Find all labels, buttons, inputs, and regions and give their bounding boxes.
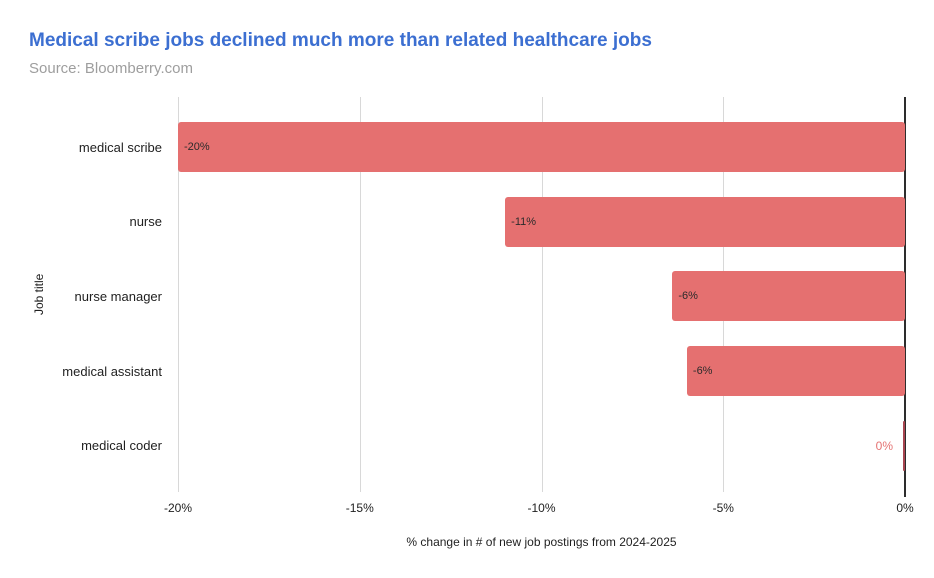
bar-nurse: -11% [505, 196, 905, 247]
x-tick-label: -5% [712, 501, 734, 515]
bar-medical-scribe: -20% [178, 122, 905, 173]
x-tick-label: -15% [345, 501, 374, 515]
x-axis-ticks: -20% -15% -10% -5% 0% [164, 501, 914, 517]
bar-nurse-manager: -6% [672, 271, 905, 322]
bar-row-medical-assistant: -6% [178, 334, 905, 409]
bar-row-medical-coder: 0% [178, 408, 905, 483]
category-label-nurse: nurse [129, 214, 162, 230]
bar-value-label: -11% [511, 215, 537, 228]
zero-axis-line [904, 97, 906, 497]
category-label-medical-coder: medical coder [81, 438, 162, 454]
x-tick-label: -20% [163, 501, 193, 515]
bar-value-label: -6% [678, 290, 698, 303]
gridline-minus-10 [541, 97, 543, 492]
x-axis-title: % change in # of new job postings from 2… [406, 535, 677, 549]
category-label-medical-scribe: medical scribe [78, 139, 162, 155]
bar-value-label: 0% [875, 438, 893, 453]
bar-medical-coder [903, 420, 905, 471]
chart-title: Medical scribe jobs declined much more t… [29, 30, 652, 51]
bar-rows: -20% -11% -6% -6% 0% [178, 110, 905, 483]
plot-area: -20% -11% -6% -6% 0% [178, 97, 906, 497]
bar-row-nurse-manager: -6% [178, 259, 905, 334]
category-label-medical-assistant: medical assistant [62, 363, 162, 379]
gridline-minus-20 [178, 97, 179, 492]
bar-value-label: -6% [692, 365, 713, 378]
bar-medical-assistant: -6% [686, 346, 905, 397]
bar-row-nurse: -11% [178, 185, 905, 260]
category-label-nurse-manager: nurse manager [74, 288, 162, 304]
chart-source: Source: Bloomberry.com [29, 60, 193, 77]
category-labels: medical scribe nurse nurse manager medic… [0, 110, 170, 483]
x-tick-label: 0% [896, 501, 914, 515]
bar-value-label: -20% [184, 141, 210, 154]
x-tick-label: -10% [527, 501, 556, 515]
gridline-minus-15 [359, 97, 361, 492]
bar-row-medical-scribe: -20% [178, 110, 905, 185]
